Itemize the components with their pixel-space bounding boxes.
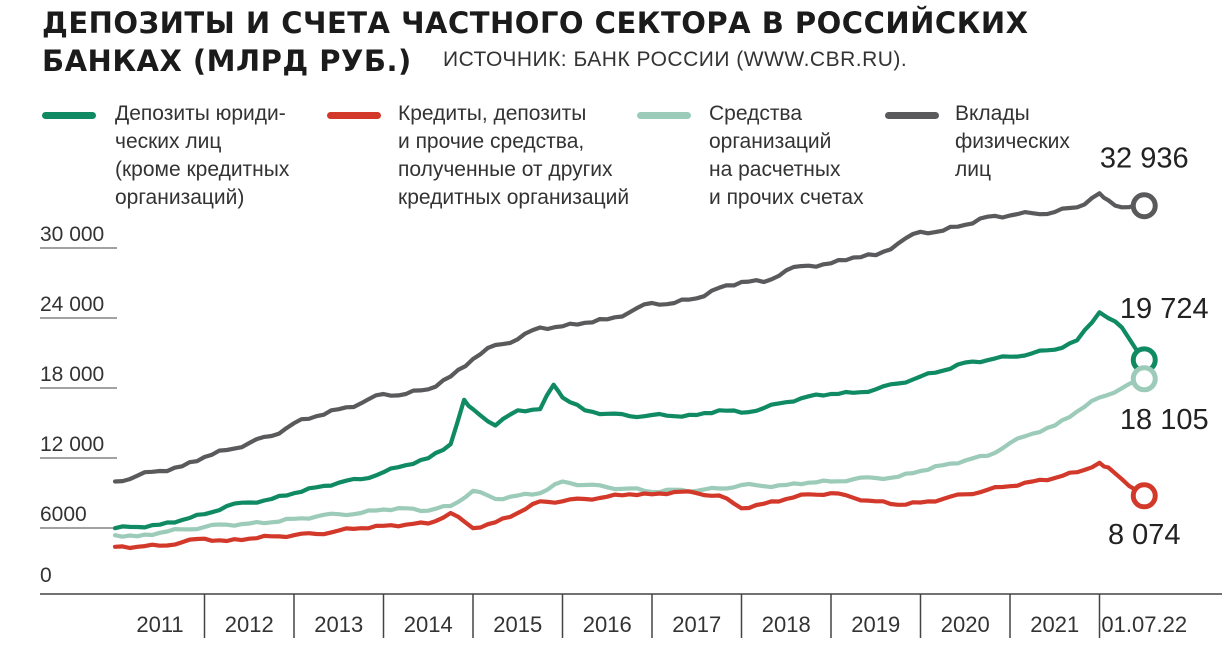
legend-swatch-household-deposits xyxy=(885,112,939,119)
y-tick-label: 0 xyxy=(40,564,52,587)
series-line xyxy=(112,310,1147,531)
series-end-marker xyxy=(1130,365,1158,393)
x-axis: 2011 2012 2013 2014 2015 2016 2017 2018 2019 2020… xyxy=(40,593,1222,638)
x-tick-label: 2017 xyxy=(672,612,721,637)
y-tick-label: 6000 xyxy=(40,503,87,526)
series-end-label: 32 936 xyxy=(1100,143,1189,175)
legend-label-household-deposits: Вклады физических лиц xyxy=(955,102,1070,181)
y-tick-label: 30 000 xyxy=(40,223,104,246)
series-end-label: 18 105 xyxy=(1120,404,1209,436)
chart-title-line2: БАНКАХ (МЛРД РУБ.) xyxy=(42,44,412,78)
x-tick-label: 2018 xyxy=(762,612,811,637)
end-markers: 32 936 19 724 18 105 8 074 xyxy=(1100,143,1209,551)
y-tick-label: 24 000 xyxy=(40,293,104,316)
x-tick-label: 2019 xyxy=(851,612,900,637)
series-end-label: 8 074 xyxy=(1108,519,1181,551)
x-tick-label: 2012 xyxy=(225,612,274,637)
x-tick-label: 2020 xyxy=(941,612,990,637)
x-tick-label: 2021 xyxy=(1030,612,1079,637)
x-tick-label: 2014 xyxy=(404,612,453,637)
x-tick-label: 2016 xyxy=(583,612,632,637)
legend-label-interbank: Кредиты, депозиты и прочие средства, пол… xyxy=(398,102,630,209)
y-tick-label: 18 000 xyxy=(40,363,104,386)
chart-title: ДЕПОЗИТЫ И СЧЕТА ЧАСТНОГО СЕКТОРА В РОСС… xyxy=(42,6,1029,40)
series-line xyxy=(112,376,1147,539)
series-end-marker xyxy=(1130,482,1158,510)
legend-label-current-accounts: Средства организаций на расчетных и проч… xyxy=(709,102,864,209)
series-end-label: 19 724 xyxy=(1120,293,1209,325)
y-axis: 0 6000 12 000 18 000 24 000 30 000 xyxy=(40,223,117,587)
legend-swatch-current-accounts xyxy=(637,112,691,119)
x-tick-label: 01.07.22 xyxy=(1101,612,1187,637)
series-lines xyxy=(112,191,1147,551)
legend-label-corporate-deposits: Депозиты юриди- ческих лиц (кроме кредит… xyxy=(115,102,290,209)
chart-source: ИСТОЧНИК: БАНК РОССИИ (WWW.CBR.RU). xyxy=(443,48,908,71)
x-tick-label: 2015 xyxy=(493,612,542,637)
x-tick-label: 2011 xyxy=(136,612,183,637)
series-line xyxy=(112,191,1147,484)
series-end-marker xyxy=(1130,192,1158,220)
legend-swatch-interbank xyxy=(327,112,381,119)
legend-swatch-corporate-deposits xyxy=(42,112,96,119)
series-line xyxy=(112,460,1147,551)
x-tick-label: 2013 xyxy=(314,612,363,637)
y-tick-label: 12 000 xyxy=(40,433,104,456)
